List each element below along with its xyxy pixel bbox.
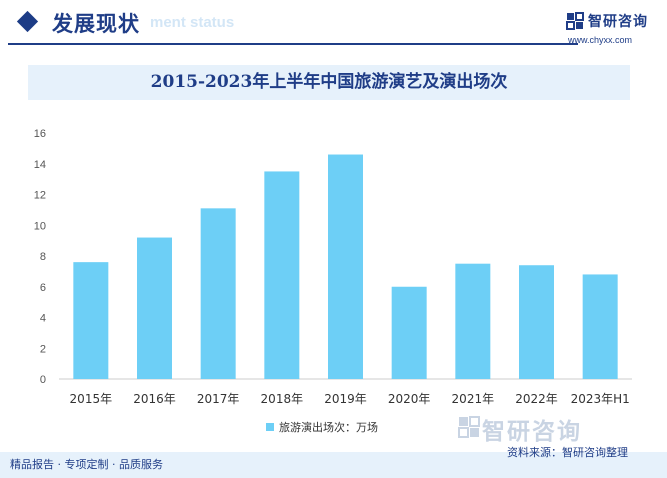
bar xyxy=(391,286,427,379)
x-tick-label: 2019年 xyxy=(324,392,367,406)
y-tick-label: 16 xyxy=(34,128,46,140)
y-tick-label: 4 xyxy=(40,313,46,325)
y-tick-label: 8 xyxy=(40,251,46,263)
watermark-brand: 智研咨询 xyxy=(482,419,582,445)
bar xyxy=(73,262,109,379)
bars-group xyxy=(73,154,618,379)
bar xyxy=(200,208,236,379)
y-axis-ticks: 0 2 4 6 8 10 12 14 16 xyxy=(34,128,46,386)
y-tick-label: 10 xyxy=(34,220,46,232)
x-tick-label: 2018年 xyxy=(261,392,304,406)
section-title: 发展现状 xyxy=(52,12,140,36)
source-note: 资料来源：智研咨询整理 xyxy=(507,446,628,459)
bar xyxy=(264,171,300,379)
watermark-logo-icon xyxy=(458,416,480,438)
brand-logo-icon xyxy=(566,12,584,30)
bar xyxy=(519,265,554,379)
chart-title-band: 2015-2023年上半年中国旅游演艺及演出场次 xyxy=(28,65,630,100)
brand-name: 智研咨询 xyxy=(588,14,648,30)
x-tick-label: 2023年H1 xyxy=(571,392,630,406)
header: ment status 发展现状 智研咨询 www.chyxx.com xyxy=(0,0,667,48)
x-tick-label: 2016年 xyxy=(133,392,176,406)
y-tick-label: 12 xyxy=(34,190,46,202)
chart-title: 2015-2023年上半年中国旅游演艺及演出场次 xyxy=(150,72,508,92)
x-axis-labels: 2015年 2016年 2017年 2018年 2019年 2020年 2021年 2022年… xyxy=(70,392,630,406)
y-tick-label: 6 xyxy=(40,282,46,294)
x-tick-label: 2015年 xyxy=(70,392,113,406)
brand-url: www.chyxx.com xyxy=(568,35,633,45)
footer-band xyxy=(0,452,667,478)
legend-swatch xyxy=(266,423,274,431)
x-tick-label: 2017年 xyxy=(197,392,240,406)
x-tick-label: 2021年 xyxy=(452,392,495,406)
header-divider xyxy=(8,43,578,45)
footer-slogan: 精品报告 · 专项定制 · 品质服务 xyxy=(10,458,163,471)
bar xyxy=(455,263,491,379)
legend: 旅游演出场次：万场 xyxy=(266,419,378,435)
section-ghost-subtitle: ment status xyxy=(150,14,235,31)
y-tick-label: 14 xyxy=(34,159,46,171)
legend-label: 旅游演出场次：万场 xyxy=(279,421,378,434)
x-tick-label: 2020年 xyxy=(388,392,431,406)
y-tick-label: 0 xyxy=(40,374,46,386)
bar xyxy=(328,154,363,379)
bar xyxy=(582,274,618,379)
x-tick-label: 2022年 xyxy=(515,392,558,406)
y-tick-label: 2 xyxy=(40,343,46,355)
bar xyxy=(137,237,172,379)
